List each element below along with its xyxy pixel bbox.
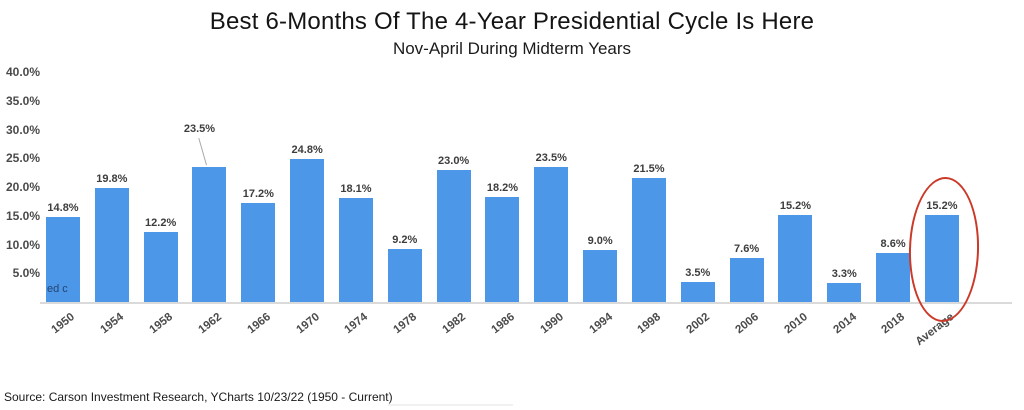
x-axis-label-1954: 1954 <box>98 311 127 337</box>
bar-2010 <box>778 214 813 302</box>
bar-slot-2014: 3.3% 2014 <box>827 72 862 336</box>
x-axis-label-1998: 1998 <box>635 311 664 337</box>
bar-slot-1982: 23.0% 1982 <box>436 72 471 336</box>
bar-1990 <box>534 166 569 302</box>
bar-value-label: 23.0% <box>438 154 470 167</box>
bar-1954 <box>94 188 129 302</box>
bar-slot-1962: 23.5% 1962 <box>184 72 227 336</box>
x-axis-label-2014: 2014 <box>831 311 859 337</box>
chart-subtitle: Nov-April During Midterm Years <box>392 39 632 58</box>
x-axis-label-1962: 1962 <box>196 311 224 337</box>
y-axis-tick-label: 5.0% <box>12 266 40 281</box>
bar-2014 <box>827 283 862 302</box>
bar-2006 <box>729 258 764 302</box>
bar-1958 <box>143 231 178 302</box>
bar-value-label: 24.8% <box>291 144 323 157</box>
bar-slot-2018: 8.6% 2018 <box>876 72 911 336</box>
x-axis-label-2006: 2006 <box>733 311 761 337</box>
bar-value-label: 3.5% <box>685 266 711 279</box>
bar-1994 <box>583 250 618 302</box>
x-axis-label-1986: 1986 <box>489 311 517 337</box>
bars-area: 14.8% 1950 19.8% 1954 12.2% 1958 23.5% 1962 17.2… <box>46 72 959 348</box>
bar-slot-1990: 23.5% 1990 <box>534 72 569 336</box>
watermark-fragment: ed c <box>47 283 68 295</box>
x-axis-label-1982: 1982 <box>440 311 469 337</box>
bar-slot-1966: 17.2% 1966 <box>241 72 276 336</box>
bar-value-label: 19.8% <box>96 173 128 186</box>
bar-slot-average: 15.2% Average <box>913 72 959 348</box>
bar-value-label: 7.6% <box>734 243 760 256</box>
bar-1978 <box>387 249 422 302</box>
bar-1974 <box>338 197 373 302</box>
bar-1982 <box>436 169 471 302</box>
bar-slot-1978: 9.2% 1978 <box>387 72 422 336</box>
y-axis-tick-label: 40.0% <box>5 65 40 79</box>
bar-slot-2010: 15.2% 2010 <box>778 72 813 336</box>
label-leader-line <box>198 137 208 166</box>
bar-slot-2006: 7.6% 2006 <box>729 72 764 336</box>
y-axis-tick-label: 25.0% <box>5 151 40 166</box>
x-axis-label-1950: 1950 <box>49 311 78 337</box>
bar-slot-1974: 18.1% 1974 <box>338 72 373 336</box>
bar-slot-1950: 14.8% 1950 <box>46 72 80 336</box>
y-axis-tick-label: 20.0% <box>5 180 40 194</box>
bar-slot-1994: 9.0% 1994 <box>583 72 618 336</box>
y-axis-tick-label: 15.0% <box>5 208 40 223</box>
x-axis-label-2018: 2018 <box>879 311 908 337</box>
bar-1986 <box>485 197 520 302</box>
bar-1970 <box>290 159 325 302</box>
bar-value-label: 15.2% <box>779 199 812 212</box>
x-axis-label-1958: 1958 <box>147 311 176 337</box>
bar-slot-1986: 18.2% 1986 <box>485 72 520 336</box>
bar-value-label: 23.5% <box>183 122 216 135</box>
bar-2018 <box>876 252 911 302</box>
bar-value-label: 23.5% <box>535 151 567 164</box>
x-axis-label-1966: 1966 <box>245 311 273 337</box>
x-axis-label-1970: 1970 <box>293 311 322 337</box>
x-axis-label-average: Average <box>913 311 957 349</box>
bar-value-label: 12.2% <box>145 216 177 229</box>
x-axis-label-1994: 1994 <box>586 311 615 337</box>
bar-1962 <box>192 166 227 302</box>
chart-title: Best 6-Months Of The 4-Year Presidential… <box>209 8 815 35</box>
bar-1950 <box>46 216 80 302</box>
bar-average <box>924 214 959 302</box>
source-text: Source: Carson Investment Research, YCha… <box>4 390 393 404</box>
bar-value-label: 18.2% <box>486 182 519 195</box>
y-axis-tick-label: 35.0% <box>5 93 40 108</box>
x-axis-label-1974: 1974 <box>342 311 371 337</box>
bar-slot-2002: 3.5% 2002 <box>680 72 715 336</box>
bar-value-label: 14.8% <box>47 201 79 214</box>
footer-divider-line <box>388 404 513 406</box>
x-axis-label-2010: 2010 <box>782 311 810 337</box>
bar-slot-1958: 12.2% 1958 <box>143 72 178 336</box>
bar-slot-1954: 19.8% 1954 <box>94 72 129 336</box>
bar-value-label: 3.3% <box>831 268 857 281</box>
y-axis-tick-label: 30.0% <box>5 122 40 137</box>
x-axis-label-1978: 1978 <box>391 311 420 337</box>
x-axis-label-1990: 1990 <box>538 311 566 337</box>
bar-slot-1970: 24.8% 1970 <box>290 72 325 336</box>
bar-value-label: 8.6% <box>880 237 906 250</box>
bar-value-label: 21.5% <box>633 163 665 176</box>
y-axis-tick-label: 10.0% <box>5 237 40 252</box>
x-axis-line <box>40 302 1012 304</box>
bar-value-label: 18.1% <box>340 182 372 195</box>
bar-slot-1998: 21.5% 1998 <box>631 72 666 336</box>
bar-value-label: 9.2% <box>392 234 418 247</box>
bar-1966 <box>241 203 276 302</box>
bar-value-label: 15.2% <box>926 199 958 212</box>
bar-2002 <box>680 281 715 302</box>
x-axis-label-2002: 2002 <box>684 311 713 337</box>
bar-value-label: 9.0% <box>587 235 613 248</box>
bar-1998 <box>631 178 666 302</box>
bar-value-label: 17.2% <box>242 188 274 201</box>
